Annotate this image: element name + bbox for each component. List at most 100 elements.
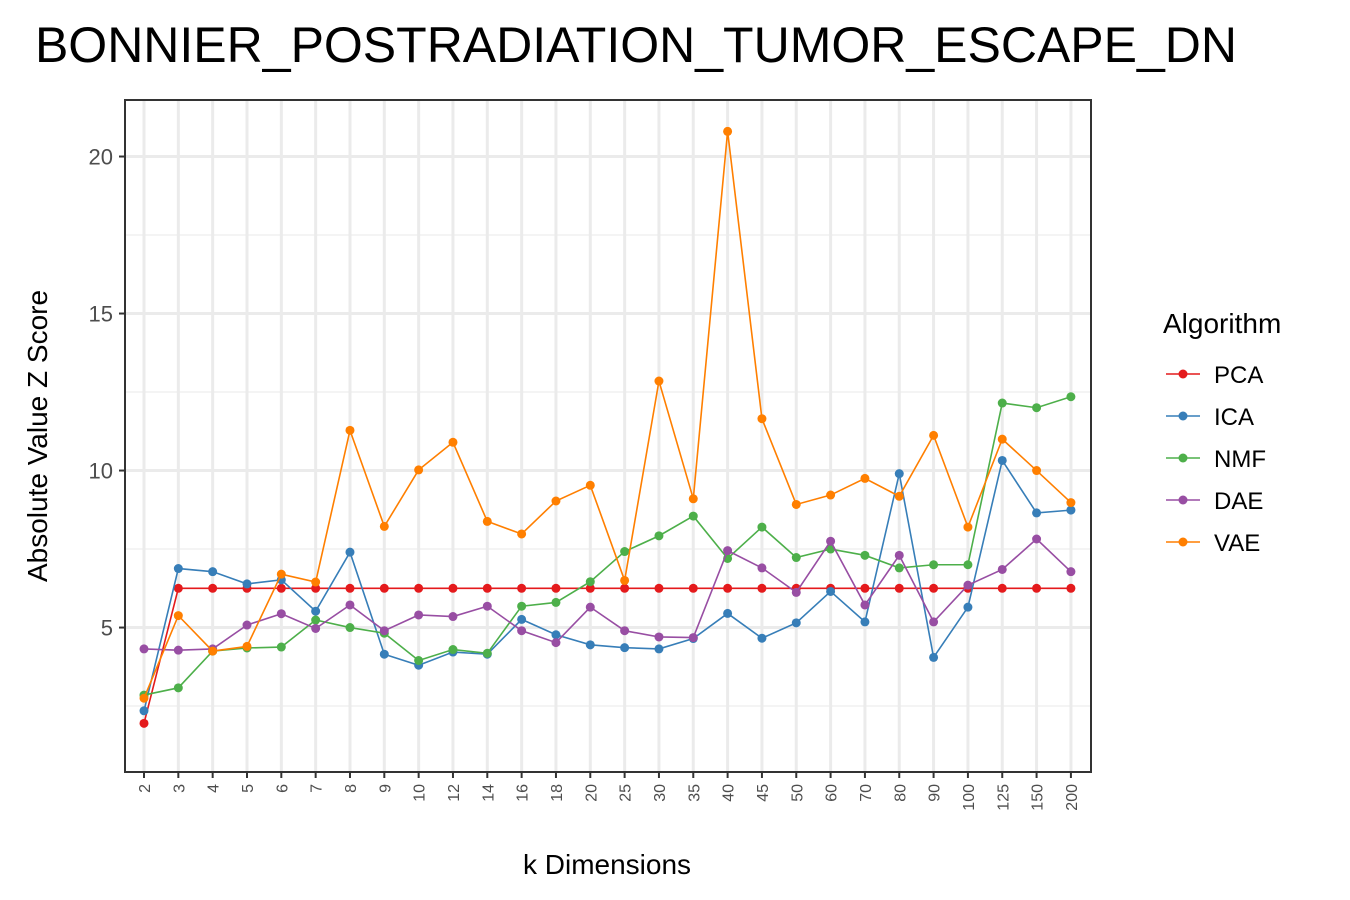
data-point-dae xyxy=(826,537,835,546)
data-point-nmf xyxy=(1032,403,1041,412)
legend-label-vae: VAE xyxy=(1214,530,1260,557)
chart-title: BONNIER_POSTRADIATION_TUMOR_ESCAPE_DN xyxy=(35,17,1237,73)
plot-panel xyxy=(125,100,1091,772)
x-tick-label: 60 xyxy=(824,784,841,802)
data-point-vae xyxy=(414,465,423,474)
legend-item-pca: PCA xyxy=(1166,362,1263,389)
data-point-ica xyxy=(620,643,629,652)
y-tick-label: 20 xyxy=(89,145,113,170)
data-point-ica xyxy=(860,617,869,626)
data-point-dae xyxy=(517,626,526,635)
x-tick-label: 16 xyxy=(515,784,532,802)
y-tick-label: 15 xyxy=(89,302,113,327)
x-tick-label: 4 xyxy=(206,784,223,793)
data-point-pca xyxy=(757,584,766,593)
data-point-ica xyxy=(654,644,663,653)
data-point-ica xyxy=(723,609,732,618)
data-point-nmf xyxy=(311,616,320,625)
data-point-nmf xyxy=(860,551,869,560)
data-point-pca xyxy=(345,584,354,593)
data-point-dae xyxy=(277,609,286,618)
data-point-ica xyxy=(174,564,183,573)
data-point-dae xyxy=(757,563,766,572)
legend: Algorithm PCA ICA NMF DAE VAE xyxy=(1163,308,1281,557)
data-point-pca xyxy=(620,584,629,593)
data-point-nmf xyxy=(277,643,286,652)
data-point-nmf xyxy=(620,547,629,556)
data-point-dae xyxy=(174,646,183,655)
data-point-ica xyxy=(826,587,835,596)
data-point-dae xyxy=(860,600,869,609)
data-point-vae xyxy=(620,576,629,585)
legend-title: Algorithm xyxy=(1163,308,1281,339)
data-point-pca xyxy=(860,584,869,593)
data-point-ica xyxy=(963,603,972,612)
x-tick-label: 200 xyxy=(1064,784,1081,811)
legend-item-dae: DAE xyxy=(1166,488,1263,515)
data-point-dae xyxy=(551,638,560,647)
data-point-vae xyxy=(929,431,938,440)
x-tick-label: 70 xyxy=(858,784,875,802)
data-point-nmf xyxy=(1066,392,1075,401)
data-point-nmf xyxy=(998,399,1007,408)
x-tick-label: 3 xyxy=(171,784,188,793)
data-point-ica xyxy=(242,579,251,588)
data-point-ica xyxy=(345,548,354,557)
y-tick-label: 10 xyxy=(89,459,113,484)
legend-items: PCA ICA NMF DAE VAE xyxy=(1166,362,1266,557)
data-point-dae xyxy=(586,603,595,612)
data-point-vae xyxy=(1032,466,1041,475)
data-point-vae xyxy=(345,426,354,435)
data-point-pca xyxy=(723,584,732,593)
data-point-pca xyxy=(448,584,457,593)
x-tick-label: 125 xyxy=(995,784,1012,811)
data-point-nmf xyxy=(963,560,972,569)
x-tick-label: 7 xyxy=(309,784,326,793)
data-point-nmf xyxy=(551,598,560,607)
data-point-dae xyxy=(345,600,354,609)
data-point-nmf xyxy=(654,531,663,540)
x-tick-label: 10 xyxy=(412,784,429,802)
data-point-dae xyxy=(723,546,732,555)
x-tick-label: 12 xyxy=(446,784,463,802)
data-point-dae xyxy=(242,621,251,630)
data-point-nmf xyxy=(448,645,457,654)
data-point-nmf xyxy=(757,523,766,532)
minor-gridlines xyxy=(125,100,1091,772)
x-tick-label: 5 xyxy=(240,784,257,793)
data-point-dae xyxy=(929,617,938,626)
data-point-dae xyxy=(895,551,904,560)
data-point-vae xyxy=(792,500,801,509)
x-axis-title: k Dimensions xyxy=(523,849,691,880)
data-point-ica xyxy=(380,650,389,659)
x-tick-label: 14 xyxy=(480,784,497,802)
data-point-nmf xyxy=(345,623,354,632)
data-point-vae xyxy=(311,578,320,587)
data-point-dae xyxy=(140,644,149,653)
legend-key-point-vae xyxy=(1179,538,1188,547)
y-tick-label: 5 xyxy=(101,616,113,641)
data-point-vae xyxy=(757,414,766,423)
data-point-pca xyxy=(483,584,492,593)
legend-item-ica: ICA xyxy=(1166,404,1254,431)
data-point-nmf xyxy=(517,602,526,611)
x-tick-label: 45 xyxy=(755,784,772,802)
data-point-pca xyxy=(208,584,217,593)
data-point-vae xyxy=(586,481,595,490)
data-point-pca xyxy=(1032,584,1041,593)
data-point-vae xyxy=(826,491,835,500)
data-point-nmf xyxy=(586,577,595,586)
x-tick-label: 18 xyxy=(549,784,566,802)
data-point-pca xyxy=(1066,584,1075,593)
legend-item-nmf: NMF xyxy=(1166,446,1266,473)
data-point-vae xyxy=(723,127,732,136)
x-tick-label: 50 xyxy=(789,784,806,802)
data-point-dae xyxy=(1066,567,1075,576)
data-point-ica xyxy=(895,469,904,478)
x-tick-label: 2 xyxy=(137,784,154,793)
data-point-pca xyxy=(689,584,698,593)
data-point-vae xyxy=(174,611,183,620)
data-point-pca xyxy=(140,719,149,728)
data-point-ica xyxy=(757,634,766,643)
